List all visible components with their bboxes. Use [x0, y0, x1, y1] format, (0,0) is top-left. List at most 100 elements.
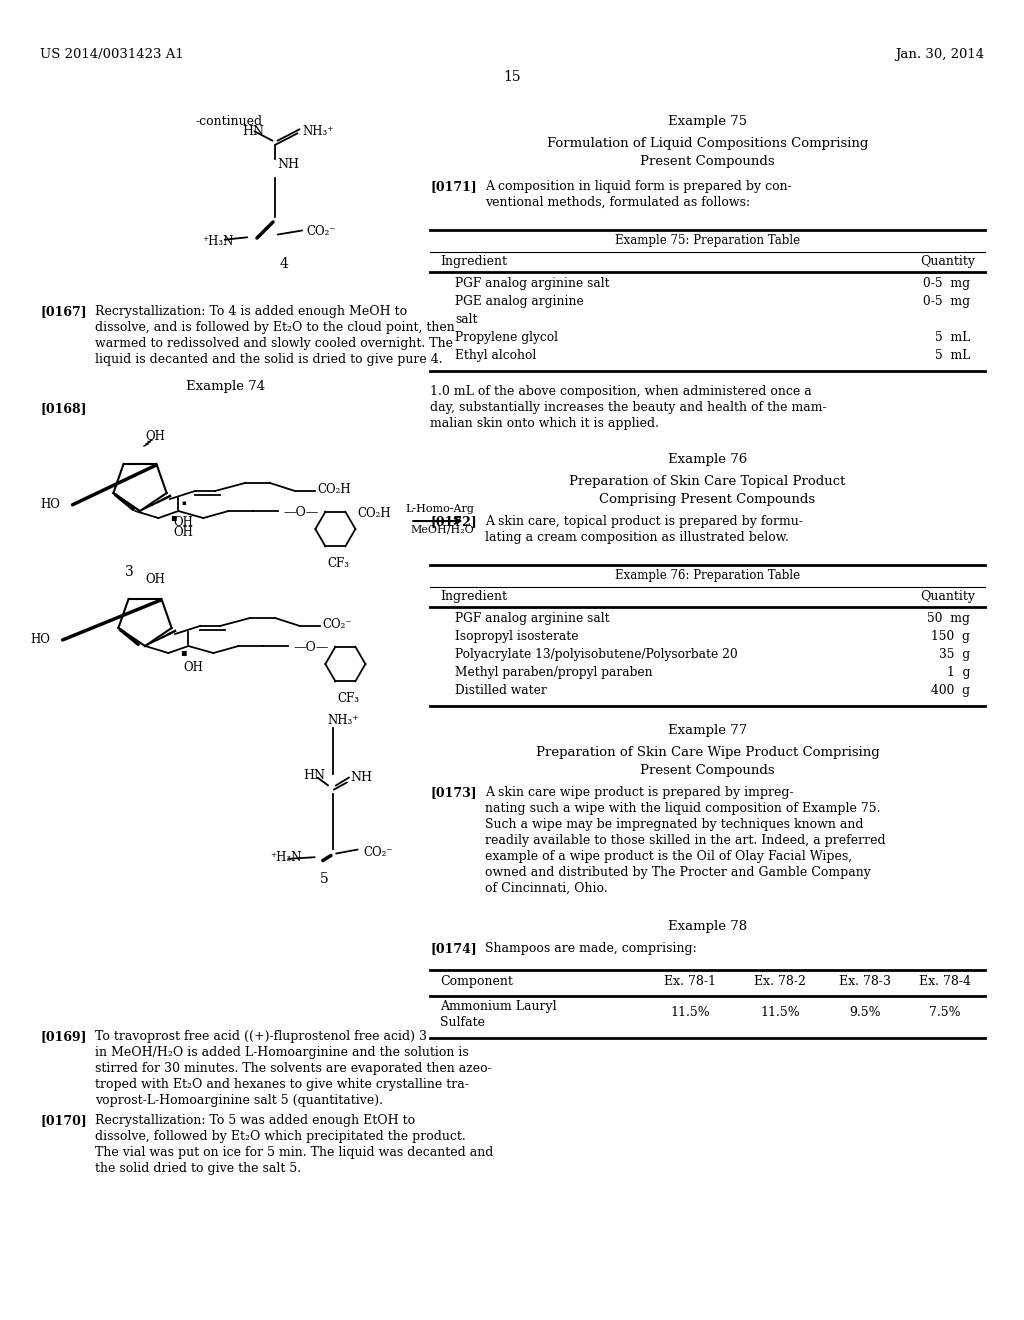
Text: 11.5%: 11.5%	[760, 1006, 800, 1019]
Text: NH: NH	[350, 771, 373, 784]
Text: PGF analog arginine salt: PGF analog arginine salt	[455, 277, 609, 290]
Text: 11.5%: 11.5%	[670, 1006, 710, 1019]
Text: PGF analog arginine salt: PGF analog arginine salt	[455, 612, 609, 624]
Text: 15: 15	[503, 70, 521, 84]
Text: HO: HO	[40, 498, 59, 511]
Text: OH: OH	[145, 573, 165, 586]
Text: OH: OH	[145, 430, 165, 444]
Text: Comprising Present Compounds: Comprising Present Compounds	[599, 492, 815, 506]
Text: NH: NH	[278, 158, 299, 172]
Text: Such a wipe may be impregnated by techniques known and: Such a wipe may be impregnated by techni…	[485, 818, 863, 832]
Text: 7.5%: 7.5%	[929, 1006, 961, 1019]
Text: CO₂⁻: CO₂⁻	[322, 618, 351, 631]
Text: CO₂⁻: CO₂⁻	[364, 846, 393, 859]
Text: PGE analog arginine: PGE analog arginine	[455, 294, 584, 308]
Text: 5  mL: 5 mL	[935, 348, 970, 362]
Text: [0171]: [0171]	[430, 180, 477, 193]
Text: ▪: ▪	[180, 648, 187, 657]
Text: NH₃⁺: NH₃⁺	[302, 125, 334, 139]
Text: Jan. 30, 2014: Jan. 30, 2014	[895, 48, 984, 61]
Text: CF₃: CF₃	[328, 557, 349, 570]
Text: [0167]: [0167]	[40, 305, 87, 318]
Text: example of a wipe product is the Oil of Olay Facial Wipes,: example of a wipe product is the Oil of …	[485, 850, 852, 863]
Text: HO: HO	[30, 634, 50, 645]
Text: MeOH/H₂O: MeOH/H₂O	[411, 524, 474, 535]
Text: —O—: —O—	[293, 642, 329, 653]
Text: L-Homo-Arg: L-Homo-Arg	[406, 504, 474, 513]
Text: Example 76: Preparation Table: Example 76: Preparation Table	[615, 569, 800, 582]
Text: 35  g: 35 g	[939, 648, 970, 661]
Text: 1.0 mL of the above composition, when administered once a: 1.0 mL of the above composition, when ad…	[430, 385, 812, 399]
Text: Quantity: Quantity	[920, 255, 975, 268]
Text: CO₂H: CO₂H	[317, 483, 350, 496]
Text: liquid is decanted and the solid is dried to give pure 4.: liquid is decanted and the solid is drie…	[95, 352, 442, 366]
Text: Example 74: Example 74	[185, 380, 265, 393]
Text: Ingredient: Ingredient	[440, 255, 507, 268]
Text: Component: Component	[440, 975, 513, 987]
Text: A composition in liquid form is prepared by con-: A composition in liquid form is prepared…	[485, 180, 792, 193]
Text: dissolve, and is followed by Et₂O to the cloud point, then: dissolve, and is followed by Et₂O to the…	[95, 321, 455, 334]
Text: troped with Et₂O and hexanes to give white crystalline tra-: troped with Et₂O and hexanes to give whi…	[95, 1078, 469, 1092]
Text: Present Compounds: Present Compounds	[640, 154, 775, 168]
Text: 9.5%: 9.5%	[849, 1006, 881, 1019]
Text: 4: 4	[280, 257, 289, 271]
Text: voprost-L-Homoarginine salt 5 (quantitative).: voprost-L-Homoarginine salt 5 (quantitat…	[95, 1094, 383, 1107]
Text: [0168]: [0168]	[40, 403, 86, 414]
Text: Example 78: Example 78	[668, 920, 748, 933]
Text: To travoprost free acid ((+)-fluprostenol free acid) 3: To travoprost free acid ((+)-fluprosteno…	[95, 1030, 427, 1043]
Text: stirred for 30 minutes. The solvents are evaporated then azeo-: stirred for 30 minutes. The solvents are…	[95, 1063, 492, 1074]
Text: 5  mL: 5 mL	[935, 331, 970, 345]
Text: OH: OH	[173, 527, 194, 539]
Text: 50  mg: 50 mg	[927, 612, 970, 624]
Text: Quantity: Quantity	[920, 590, 975, 603]
Text: Example 75: Example 75	[668, 115, 748, 128]
Text: Ingredient: Ingredient	[440, 590, 507, 603]
Text: HN: HN	[242, 125, 264, 139]
Text: ⁺H₃N: ⁺H₃N	[270, 851, 302, 865]
Text: A skin care, topical product is prepared by formu-: A skin care, topical product is prepared…	[485, 515, 803, 528]
Text: 0-5  mg: 0-5 mg	[923, 294, 970, 308]
Text: Preparation of Skin Care Wipe Product Comprising: Preparation of Skin Care Wipe Product Co…	[536, 746, 880, 759]
Text: Distilled water: Distilled water	[455, 684, 547, 697]
Text: Ethyl alcohol: Ethyl alcohol	[455, 348, 537, 362]
Text: ⁺H₃N: ⁺H₃N	[202, 235, 233, 248]
Text: The vial was put on ice for 5 min. The liquid was decanted and: The vial was put on ice for 5 min. The l…	[95, 1146, 494, 1159]
Text: day, substantially increases the beauty and health of the mam-: day, substantially increases the beauty …	[430, 401, 826, 414]
Text: 400  g: 400 g	[931, 684, 970, 697]
Text: A skin care wipe product is prepared by impreg-: A skin care wipe product is prepared by …	[485, 785, 794, 799]
Text: Ammonium Lauryl: Ammonium Lauryl	[440, 1001, 557, 1012]
Text: in MeOH/H₂O is added L-Homoarginine and the solution is: in MeOH/H₂O is added L-Homoarginine and …	[95, 1045, 469, 1059]
Text: OH: OH	[173, 516, 194, 529]
Text: Present Compounds: Present Compounds	[640, 764, 775, 777]
Text: OH: OH	[183, 661, 203, 675]
Text: Polyacrylate 13/polyisobutene/Polysorbate 20: Polyacrylate 13/polyisobutene/Polysorbat…	[455, 648, 737, 661]
Text: ventional methods, formulated as follows:: ventional methods, formulated as follows…	[485, 195, 751, 209]
Text: salt: salt	[455, 313, 477, 326]
Text: Formulation of Liquid Compositions Comprising: Formulation of Liquid Compositions Compr…	[547, 137, 868, 150]
Text: of Cincinnati, Ohio.: of Cincinnati, Ohio.	[485, 882, 607, 895]
Text: 0-5  mg: 0-5 mg	[923, 277, 970, 290]
Text: lating a cream composition as illustrated below.: lating a cream composition as illustrate…	[485, 531, 788, 544]
Text: the solid dried to give the salt 5.: the solid dried to give the salt 5.	[95, 1162, 301, 1175]
Text: Sulfate: Sulfate	[440, 1016, 485, 1030]
Text: US 2014/0031423 A1: US 2014/0031423 A1	[40, 48, 183, 61]
Text: 150  g: 150 g	[931, 630, 970, 643]
Text: Preparation of Skin Care Topical Product: Preparation of Skin Care Topical Product	[569, 475, 846, 488]
Text: 3: 3	[125, 565, 134, 579]
Text: HN: HN	[303, 770, 326, 781]
Text: malian skin onto which it is applied.: malian skin onto which it is applied.	[430, 417, 659, 430]
Text: Ex. 78-3: Ex. 78-3	[839, 975, 891, 987]
Text: ▪: ▪	[170, 513, 177, 521]
Text: nating such a wipe with the liquid composition of Example 75.: nating such a wipe with the liquid compo…	[485, 803, 881, 814]
Text: CF₃: CF₃	[337, 692, 359, 705]
Text: NH₃⁺: NH₃⁺	[328, 714, 358, 727]
Text: [0174]: [0174]	[430, 942, 477, 954]
Text: Ex. 78-4: Ex. 78-4	[919, 975, 971, 987]
Text: dissolve, followed by Et₂O which precipitated the product.: dissolve, followed by Et₂O which precipi…	[95, 1130, 466, 1143]
Text: Isopropyl isosterate: Isopropyl isosterate	[455, 630, 579, 643]
Text: [0172]: [0172]	[430, 515, 477, 528]
Text: CO₂H: CO₂H	[357, 507, 391, 520]
Text: Propylene glycol: Propylene glycol	[455, 331, 558, 345]
Text: Recrystallization: To 4 is added enough MeOH to: Recrystallization: To 4 is added enough …	[95, 305, 408, 318]
Text: Example 76: Example 76	[668, 453, 748, 466]
